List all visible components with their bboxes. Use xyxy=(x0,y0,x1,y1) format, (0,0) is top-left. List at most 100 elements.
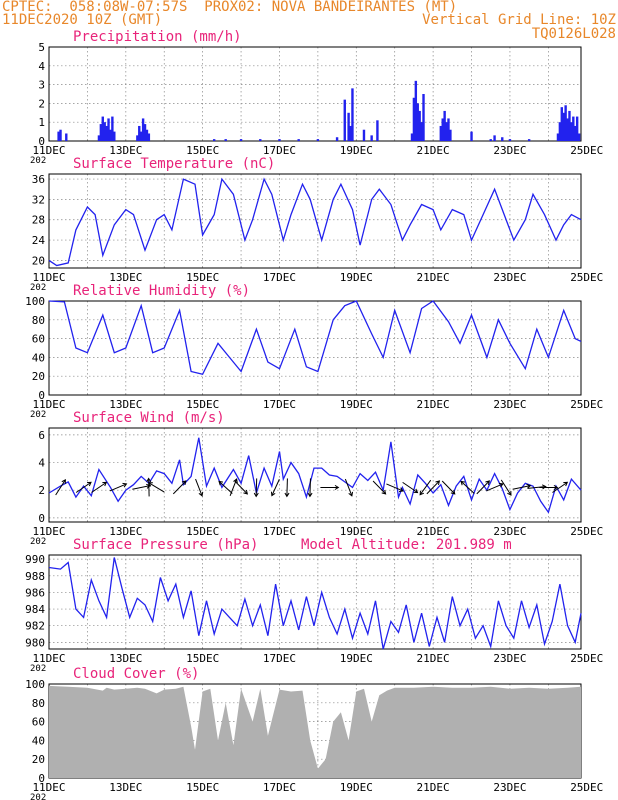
precip-bar xyxy=(278,139,281,141)
x-tick-label: 17DEC xyxy=(263,398,296,411)
x-year-fragment: 202 xyxy=(30,410,46,420)
x-tick-label: 13DEC xyxy=(109,525,142,538)
precip-bar xyxy=(447,118,450,141)
wind-arrow-head xyxy=(61,479,66,484)
precip-bar xyxy=(297,139,300,141)
wind-arrow-head xyxy=(243,489,249,495)
x-tick-label: 13DEC xyxy=(109,144,142,157)
precip-bar xyxy=(493,135,496,141)
precip-bar xyxy=(443,110,446,141)
x-tick-label: 19DEC xyxy=(340,652,373,665)
precip-bar xyxy=(445,122,448,141)
x-tick-label: 19DEC xyxy=(340,144,373,157)
wind-arrow-head xyxy=(146,477,152,483)
precip-bar xyxy=(572,116,575,141)
wind-arrow-head xyxy=(498,482,504,488)
precip-bar xyxy=(259,139,262,141)
precip-bar xyxy=(65,133,68,141)
y-tick-label: 982 xyxy=(25,620,45,633)
x-tick-label: 25DEC xyxy=(570,398,603,411)
precip-bar xyxy=(362,129,366,141)
y-tick-label: 990 xyxy=(25,553,45,566)
wind-arrow-head xyxy=(435,480,441,485)
precip-bar xyxy=(470,131,473,141)
wind-arrow-head xyxy=(553,484,559,490)
wind-arrow-head xyxy=(148,482,153,487)
wind-arrow-head xyxy=(348,491,354,497)
wind-arrow-head xyxy=(563,481,569,487)
y-tick-label: 2 xyxy=(38,484,45,497)
x-tick-label: 25DEC xyxy=(570,652,603,665)
y-tick-label: 4 xyxy=(38,60,45,73)
x-tick-label: 25DEC xyxy=(570,144,603,157)
panel-title: Relative Humidity (%) xyxy=(73,283,250,299)
x-tick-label: 23DEC xyxy=(493,781,526,794)
precip-bar xyxy=(412,97,416,141)
y-tick-label: 3 xyxy=(38,79,45,92)
wind-arrow xyxy=(218,480,233,494)
wind-arrow xyxy=(344,478,353,497)
x-tick-label: 19DEC xyxy=(340,271,373,284)
x-tick-label: 15DEC xyxy=(186,398,219,411)
wind-arrow-head xyxy=(233,478,238,484)
precip-bar xyxy=(410,133,414,141)
x-tick-label: 11DEC xyxy=(32,271,65,284)
precip-bar xyxy=(111,116,114,141)
header-date: 11DEC2020 10Z (GMT) xyxy=(2,12,163,28)
panel-frame xyxy=(48,427,582,523)
x-tick-label: 17DEC xyxy=(263,781,296,794)
wind-arrow xyxy=(55,479,66,496)
x-tick-label: 11DEC xyxy=(32,398,65,411)
header-model-id: TQ0126L028 xyxy=(531,26,616,42)
precip-bar xyxy=(414,80,418,141)
precip-bar xyxy=(508,139,512,141)
y-tick-label: 40 xyxy=(32,734,45,747)
x-tick-label: 23DEC xyxy=(493,525,526,538)
wind-arrow xyxy=(132,485,151,490)
precip-bar xyxy=(575,116,579,141)
y-tick-label: 0 xyxy=(38,512,45,525)
wind-arrow-head xyxy=(181,480,187,485)
y-tick-label: 100 xyxy=(25,295,45,308)
precip-bar xyxy=(376,120,379,141)
wind-arrow xyxy=(309,478,311,497)
x-tick-label: 21DEC xyxy=(417,525,450,538)
y-tick-label: 980 xyxy=(25,636,45,649)
panel-5 xyxy=(48,683,582,779)
series-line xyxy=(48,300,582,376)
precip-bar xyxy=(370,135,373,141)
wind-arrow xyxy=(75,481,92,493)
wind-arrow-head xyxy=(507,491,512,496)
wind-arrow xyxy=(486,483,504,492)
precip-bar xyxy=(99,124,103,141)
x-tick-label: 21DEC xyxy=(417,781,450,794)
x-tick-label: 15DEC xyxy=(186,652,219,665)
precip-bar xyxy=(501,137,504,141)
panel-title: Cloud Cover (%) xyxy=(73,666,199,682)
wind-arrow-head xyxy=(218,480,224,486)
y-tick-label: 6 xyxy=(38,429,45,442)
x-tick-label: 11DEC xyxy=(32,781,65,794)
wind-arrow xyxy=(500,479,512,496)
wind-arrow-head xyxy=(419,490,425,496)
wind-arrow xyxy=(195,478,203,497)
precip-bar xyxy=(212,139,216,141)
x-tick-label: 19DEC xyxy=(340,525,373,538)
x-tick-label: 15DEC xyxy=(186,271,219,284)
x-year-fragment: 202 xyxy=(30,537,46,547)
precip-bar xyxy=(568,110,571,141)
y-tick-label: 100 xyxy=(25,678,45,691)
y-tick-label: 0 xyxy=(38,389,45,402)
x-year-fragment: 202 xyxy=(30,793,46,800)
precip-bar xyxy=(577,133,581,141)
y-tick-label: 20 xyxy=(32,753,45,766)
precip-bar xyxy=(316,139,320,141)
x-tick-label: 25DEC xyxy=(570,781,603,794)
wind-arrow-head xyxy=(198,491,204,497)
wind-arrow xyxy=(286,478,288,497)
wind-arrow xyxy=(460,480,475,494)
panel-frame xyxy=(48,173,582,269)
precip-bar xyxy=(224,139,227,141)
precip-bar xyxy=(141,118,145,141)
precip-bar xyxy=(560,107,563,141)
